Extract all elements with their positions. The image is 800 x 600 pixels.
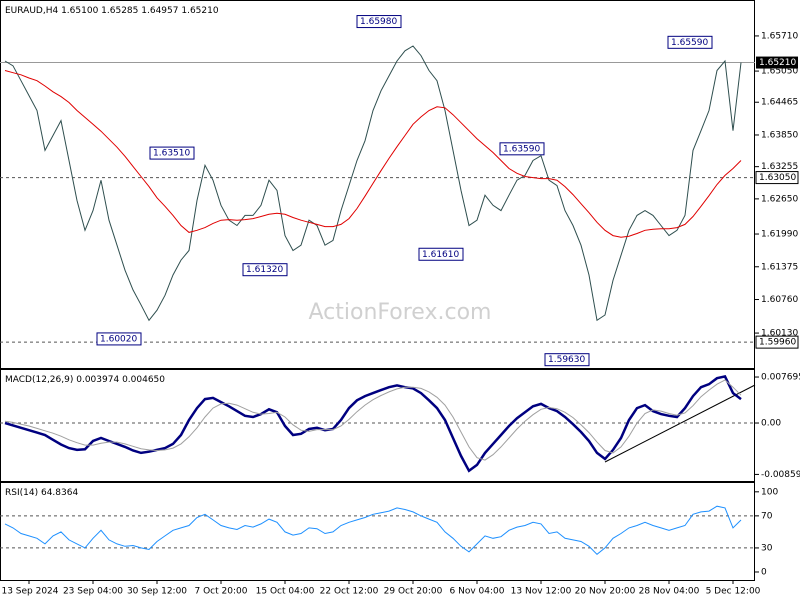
y-tick-label: 1.63850 [761,130,798,140]
x-tick-label: 15 Oct 04:00 [256,587,315,597]
panel-frame [0,0,755,369]
annotation-box [149,146,195,160]
annotation-box [96,332,142,346]
y-tick-label: 70 [761,511,773,521]
annotation-box [667,35,713,49]
header-value: 1.65210 [181,6,218,16]
annotation-label: 1.65590 [671,38,708,48]
annotation-label: 1.63510 [153,149,190,159]
annotation-label: 1.59630 [548,355,585,365]
watermark: ActionForex.com [309,300,492,325]
panel-title-text: RSI(14) [5,488,38,498]
level-label: 1.59960 [759,338,796,348]
y-tick-label: -0.008599 [761,470,800,480]
header-value: 1.65285 [101,6,138,16]
x-tick-label: 30 Sep 12:00 [127,587,187,597]
level-label: 1.63050 [759,173,796,183]
annotation-box [418,247,464,261]
header-value: 1.65100 [61,6,98,16]
annotation-label: 1.60020 [100,334,137,344]
y-tick-label: 1.65710 [761,31,798,41]
panel-title: RSI(14) 64.8364 [5,488,78,498]
series-line [4,505,742,555]
annotation-label: 1.65980 [360,17,397,27]
x-tick-label: 5 Dec 12:00 [706,587,761,597]
x-tick-label: 7 Oct 20:00 [195,587,248,597]
annotation-label: 1.61320 [246,265,283,275]
y-tick-label: 0 [761,567,767,577]
y-tick-label: 1.62650 [761,194,798,204]
y-tick-label: 1.65050 [761,67,798,77]
panel-title-text: MACD(12,26,9) [5,375,73,385]
x-tick-label: 6 Nov 04:00 [450,587,505,597]
annotation-box [544,353,590,367]
header-value: 1.64957 [141,6,178,16]
x-tick-label: 29 Oct 20:00 [384,587,443,597]
annotation-box [499,142,545,156]
y-tick-label: 1.61990 [761,230,798,240]
panel-frame [0,369,755,482]
x-tick-label: 28 Nov 04:00 [639,587,700,597]
level-label-box [755,171,799,185]
series-line [4,70,742,238]
annotation-box [356,15,402,29]
series-line [4,374,742,473]
x-tick-label: 20 Nov 20:00 [575,587,636,597]
level-label-box [755,335,799,349]
y-tick-label: 1.63255 [761,162,798,172]
panel-title: MACD(12,26,9) 0.003974 0.004650 [5,375,165,385]
header-value: 0.004650 [122,375,165,385]
header-value: 64.8364 [41,488,78,498]
y-tick-label: 0.007695 [761,373,800,383]
y-tick-label: 1.61375 [761,262,798,272]
y-tick-label: 1.60130 [761,329,798,339]
current-price-box [756,56,798,69]
annotation-box [242,263,288,277]
panel-title: EURAUD,H4 1.65100 1.65285 1.64957 1.6521… [5,6,219,16]
x-tick-label: 23 Sep 04:00 [63,587,123,597]
y-tick-label: 1.64465 [761,98,798,108]
x-tick-label: 22 Oct 12:00 [320,587,379,597]
header-value: 0.003974 [76,375,119,385]
annotation-label: 1.61610 [422,250,459,260]
series-line [4,45,742,322]
annotation-label: 1.63590 [503,144,540,154]
panel-frame [0,482,755,581]
x-tick-label: 13 Nov 12:00 [511,587,572,597]
series-line [4,379,742,461]
x-tick-label: 13 Sep 2024 [1,587,58,597]
y-tick-label: 0.00 [761,419,781,429]
y-tick-label: 1.60760 [761,295,798,305]
panel-title-text: EURAUD,H4 [5,6,58,16]
y-tick-label: 30 [761,543,773,553]
current-price-label: 1.65210 [759,58,796,68]
y-tick-label: 100 [761,487,778,497]
